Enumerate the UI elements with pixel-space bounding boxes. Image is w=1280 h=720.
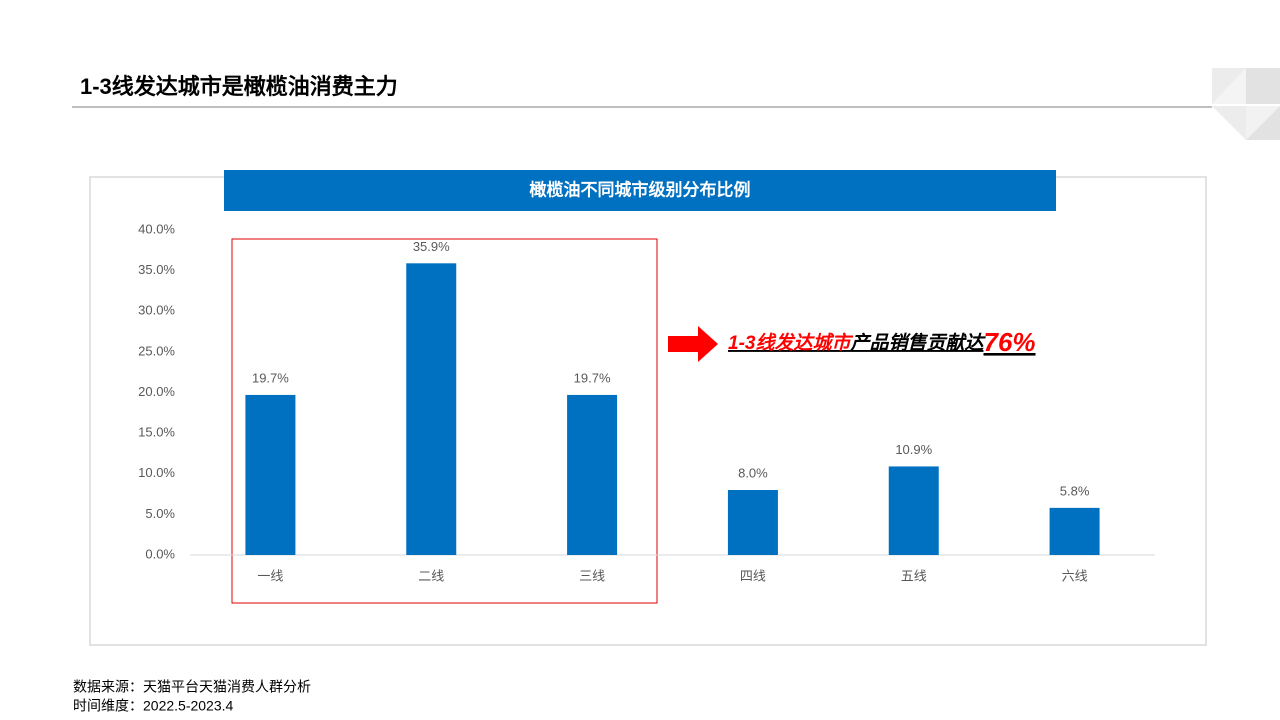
y-tick-label: 30.0% (138, 303, 175, 318)
x-tick-label: 五线 (901, 568, 927, 583)
y-tick-label: 35.0% (138, 262, 175, 277)
data-label: 8.0% (738, 465, 768, 480)
bar (406, 263, 457, 555)
x-tick-label: 六线 (1062, 568, 1088, 583)
data-label: 5.8% (1060, 483, 1090, 498)
y-tick-label: 5.0% (145, 506, 175, 521)
y-tick-label: 0.0% (145, 546, 175, 561)
y-tick-label: 20.0% (138, 384, 175, 399)
x-tick-label: 四线 (740, 568, 766, 583)
footnote: 数据来源：天猫平台天猫消费人群分析 (73, 679, 311, 695)
y-tick-label: 25.0% (138, 343, 175, 358)
bar (888, 466, 939, 555)
bar (1049, 507, 1100, 555)
footnote: 时间维度：2022.5-2023.4 (73, 698, 234, 714)
bar (567, 394, 618, 555)
chart-title: 橄榄油不同城市级别分布比例 (530, 179, 751, 199)
annotation-part: 产品销售贡献达 (849, 332, 986, 354)
x-tick-label: 三线 (579, 568, 605, 583)
annotation-part: 1-3线发达城市 (728, 332, 853, 354)
data-label: 35.9% (413, 239, 450, 254)
data-label: 19.7% (252, 370, 289, 385)
highlight-box (231, 238, 658, 604)
y-tick-label: 10.0% (138, 465, 175, 480)
y-tick-label: 15.0% (138, 425, 175, 440)
annotation-part: 76% (983, 327, 1035, 357)
chart-title-bar (224, 170, 1056, 211)
arrow (668, 326, 718, 362)
slide-title: 1-3线发达城市是橄榄油消费主力 (80, 74, 398, 99)
bar (727, 490, 778, 555)
annotation: 1-3线发达城市产品销售贡献达76% (728, 327, 1036, 357)
x-tick-label: 一线 (257, 568, 283, 583)
bar (245, 394, 296, 555)
logo (1212, 68, 1280, 140)
y-tick-label: 40.0% (138, 221, 175, 236)
x-tick-label: 二线 (418, 568, 444, 583)
data-label: 19.7% (574, 370, 611, 385)
data-label: 10.9% (895, 442, 932, 457)
